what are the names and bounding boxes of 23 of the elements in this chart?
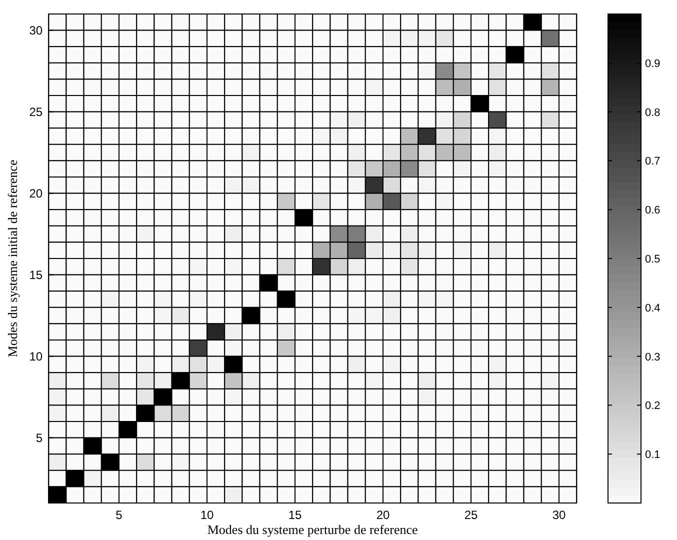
y-tick-label: 20 <box>29 186 43 200</box>
x-tick-label: 5 <box>116 508 123 522</box>
y-tick-label: 10 <box>29 349 43 364</box>
x-tick-label: 15 <box>288 508 302 522</box>
color-bar-label: 0.9 <box>645 58 660 70</box>
color-bar-label: 0.5 <box>645 254 660 266</box>
color-bar-label: 0.3 <box>645 351 660 364</box>
x-tick-label: 10 <box>200 508 214 522</box>
color-bar-label: 0.1 <box>645 449 660 462</box>
x-tick-label: 25 <box>464 508 478 522</box>
color-bar-label: 0.7 <box>645 156 660 168</box>
x-tick-label: 20 <box>376 508 390 522</box>
y-tick-label: 25 <box>29 104 43 119</box>
y-tick-label: 30 <box>29 23 43 38</box>
y-tick-label: 15 <box>29 268 43 282</box>
color-bar-label: 0.2 <box>645 400 660 412</box>
color-bar-label: 0.8 <box>645 106 660 119</box>
y-tick-label: 5 <box>36 430 43 445</box>
color-bar-label: 0.6 <box>645 204 660 217</box>
x-tick-label: 30 <box>552 508 566 522</box>
color-bar-label: 0.4 <box>645 302 660 314</box>
x-axis-title: Modes du systeme perturbe de reference <box>207 522 418 537</box>
y-axis-title: Modes du systeme initial de reference <box>5 160 20 358</box>
